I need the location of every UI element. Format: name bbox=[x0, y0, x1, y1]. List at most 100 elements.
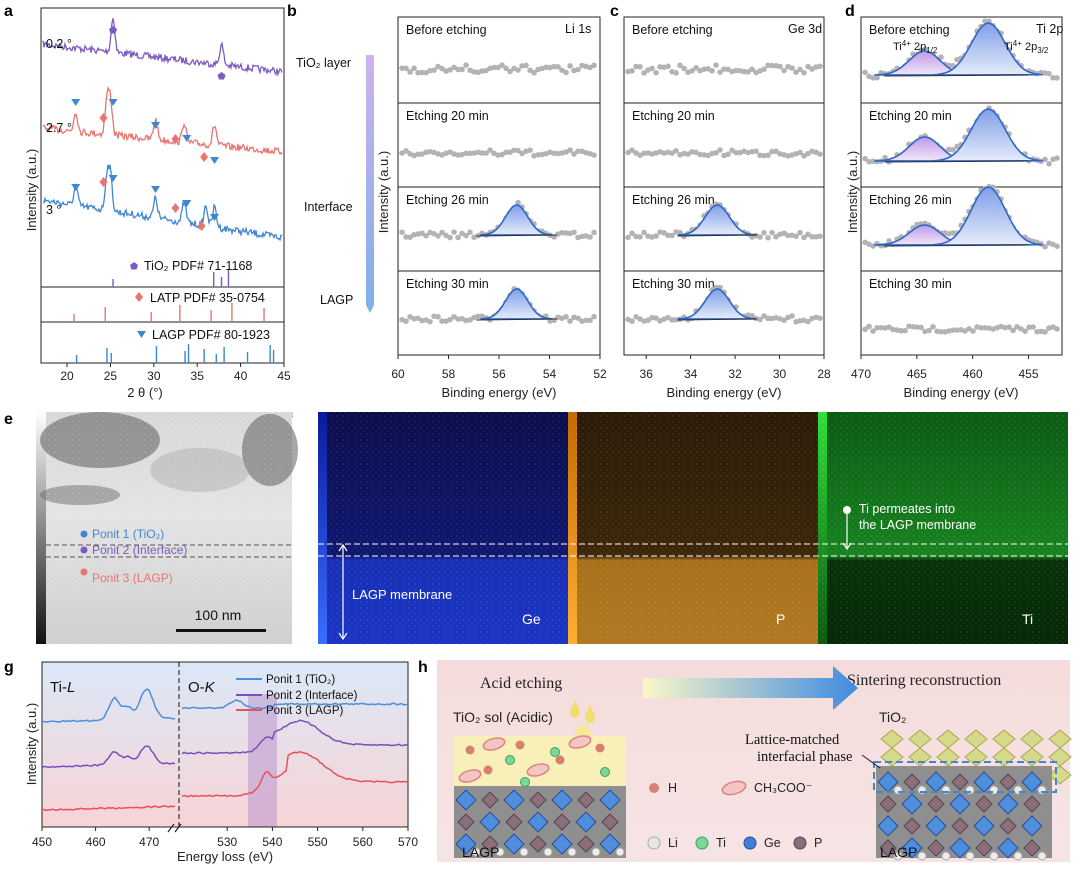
lagp-membrane-label: LAGP membrane bbox=[352, 587, 452, 602]
xps-x-tick-label: 32 bbox=[728, 367, 742, 381]
xrd-lagp-peak-marker bbox=[210, 157, 220, 164]
xrd-lagp-peak-marker bbox=[71, 184, 81, 191]
li-ion bbox=[1037, 851, 1047, 861]
xrd-angle-3: 3 ° bbox=[46, 203, 61, 217]
right-lattice bbox=[877, 771, 1047, 861]
ge-octahedron bbox=[901, 837, 923, 859]
eels-o-k-title: O-K bbox=[188, 679, 216, 696]
xrd-tio2-peak-marker bbox=[109, 26, 118, 34]
xps-stage-label: Etching 20 min bbox=[869, 109, 952, 123]
p-tetrahedron bbox=[879, 795, 897, 813]
xps-stage-label: Etching 26 min bbox=[632, 193, 715, 207]
p-tetrahedron bbox=[927, 795, 945, 813]
li-ion bbox=[893, 851, 903, 861]
sol-layer bbox=[454, 736, 626, 786]
xps-raw-data bbox=[399, 62, 597, 76]
li-ion bbox=[567, 847, 577, 857]
p-tetrahedron bbox=[481, 835, 499, 853]
eels-x-ticks: 450 460 470 530 540 550 560 570 bbox=[32, 827, 418, 849]
xrd-lagp-peak-marker bbox=[182, 200, 192, 207]
legend-h-icon bbox=[649, 783, 659, 793]
bcd-y-label: Intensity (a.u.) bbox=[376, 151, 391, 233]
lagp-ref-label: LAGP PDF# 80-1923 bbox=[152, 328, 270, 342]
eels-highlight-band bbox=[248, 694, 277, 827]
tio2-right-label: TiO₂ bbox=[879, 709, 906, 725]
legend-ti-label: Ti bbox=[716, 836, 726, 850]
eels-x-label: Energy loss (eV) bbox=[177, 849, 273, 864]
ti-ion bbox=[505, 755, 515, 765]
p-tetrahedron bbox=[999, 773, 1017, 791]
xrd-x-label: 2 θ (°) bbox=[127, 385, 163, 400]
eels-series-line bbox=[41, 688, 175, 723]
p-tetrahedron bbox=[577, 791, 595, 809]
ge-octahedron bbox=[973, 771, 995, 793]
xps-x-tick-label: 58 bbox=[442, 367, 456, 381]
eels-series-line bbox=[181, 719, 409, 755]
xps-fitted-peak bbox=[677, 204, 757, 236]
xps-raw-data bbox=[625, 62, 823, 76]
ge-octahedron bbox=[877, 815, 899, 837]
xps-fitted-peak bbox=[933, 108, 1043, 162]
li-ion bbox=[917, 851, 927, 861]
xrd-lagp-peak-marker bbox=[108, 99, 118, 106]
xrd-angle-0-2: 0.2 ° bbox=[46, 37, 72, 51]
xrd-x-ticks: 20 25 30 35 40 45 bbox=[60, 363, 291, 383]
acetate-ion bbox=[568, 735, 592, 749]
legend-li-label: Li bbox=[668, 836, 678, 850]
d-y-label: Intensity (a.u.) bbox=[845, 151, 860, 233]
ti-2p12-label: Ti4+ 2p1/2 bbox=[893, 39, 938, 55]
legend-li-icon bbox=[647, 836, 661, 850]
xrd-lagp-peak-marker bbox=[151, 122, 161, 129]
layer-indicator: TiO₂ layer Interface LAGP bbox=[296, 55, 374, 313]
p-tetrahedron bbox=[903, 817, 921, 835]
eels-legend-3: Ponit 3 (LAGP) bbox=[266, 705, 344, 717]
li-ion bbox=[471, 847, 481, 857]
xps-background-line bbox=[884, 244, 1029, 247]
xrd-latp-peak-marker bbox=[171, 203, 180, 213]
eels-series-line bbox=[181, 699, 408, 710]
eels-x-tick-label: 530 bbox=[217, 835, 237, 849]
ge-octahedron bbox=[455, 789, 477, 811]
tem-point-1-marker bbox=[80, 530, 88, 538]
ti-note-line-1: Ti permeates into bbox=[859, 502, 955, 516]
eels-x-tick-label: 570 bbox=[398, 835, 418, 849]
h-ion bbox=[515, 740, 525, 750]
xps-fitted-peak bbox=[933, 186, 1043, 246]
xps-x-tick-label: 34 bbox=[684, 367, 698, 381]
panel-label-g: g bbox=[4, 659, 14, 676]
interfacial-phase-box bbox=[873, 761, 1057, 793]
legend-p-label: P bbox=[814, 836, 822, 850]
ge-octahedron bbox=[877, 771, 899, 793]
xrd-frame bbox=[40, 7, 285, 364]
xps-background-line bbox=[884, 160, 1029, 163]
ti-ion bbox=[550, 747, 560, 757]
process-arrow bbox=[643, 666, 858, 710]
tio2-octahedron bbox=[1048, 765, 1072, 785]
xrd-series-line bbox=[42, 18, 283, 77]
eels-legend-2: Ponit 2 (Interface) bbox=[266, 690, 358, 702]
xrd-latp-peak-marker bbox=[197, 221, 206, 231]
xps-fitted-peak bbox=[480, 204, 553, 236]
xps-background-line bbox=[476, 318, 558, 321]
layer-label-interface: Interface bbox=[304, 200, 353, 214]
xrd-lagp-peak-marker bbox=[151, 186, 161, 193]
li-ion bbox=[495, 847, 505, 857]
xps-background-line bbox=[677, 318, 758, 321]
ge-octahedron bbox=[997, 837, 1019, 859]
xrd-peak-markers bbox=[71, 26, 226, 231]
xrd-lagp-peak-marker bbox=[71, 99, 81, 106]
p-tetrahedron bbox=[975, 795, 993, 813]
lattice-pointer bbox=[861, 754, 881, 769]
p-tetrahedron bbox=[879, 839, 897, 857]
xps-raw-data bbox=[862, 323, 1060, 335]
ge-octahedron bbox=[551, 789, 573, 811]
acid-etching-title: Acid etching bbox=[480, 675, 562, 692]
ge-octahedron bbox=[949, 837, 971, 859]
lattice-label-1: Lattice-matched bbox=[745, 732, 840, 748]
eels-axis-break bbox=[167, 823, 182, 833]
eels-series-line bbox=[181, 751, 409, 798]
c-x-label: Binding energy (eV) bbox=[667, 385, 782, 400]
eels-curves bbox=[41, 688, 409, 812]
left-lagp-label: LAGP bbox=[462, 844, 499, 860]
